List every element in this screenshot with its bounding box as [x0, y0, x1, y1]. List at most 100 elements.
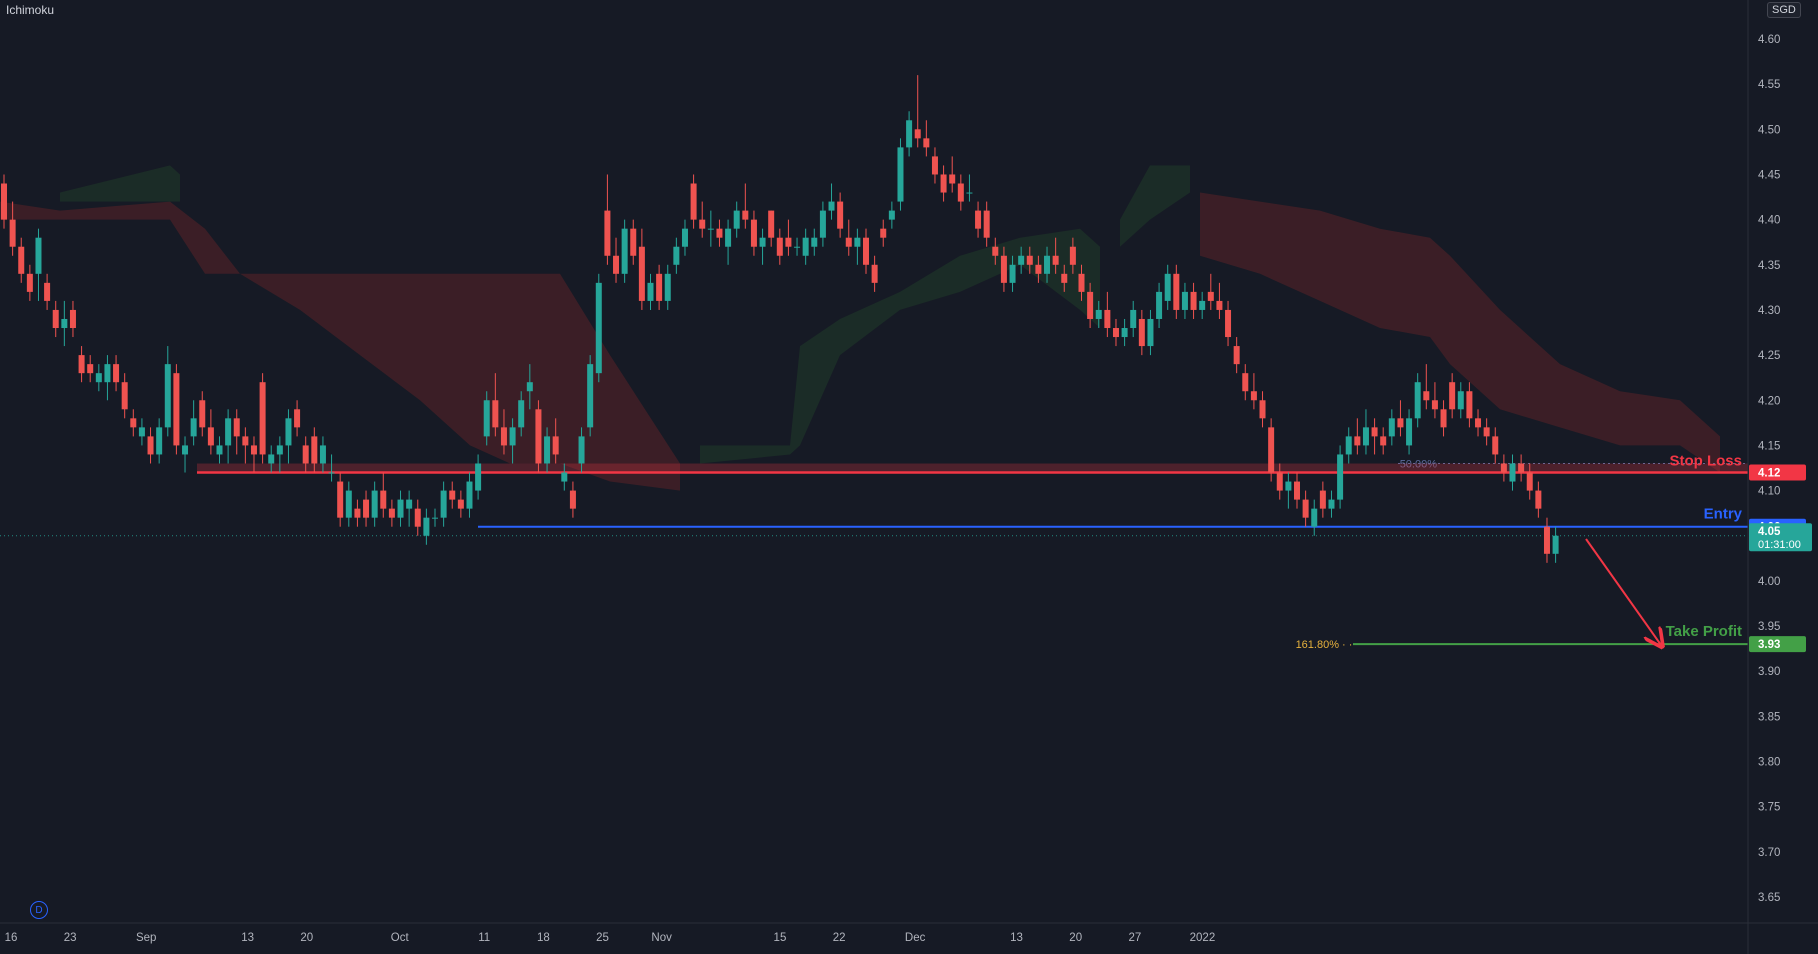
candle-body	[1276, 472, 1283, 491]
candle-body	[544, 436, 551, 464]
candle-body	[1009, 264, 1016, 283]
candle-body	[1000, 255, 1007, 283]
interval-badge[interactable]: D	[30, 901, 48, 919]
candle-body	[837, 201, 844, 229]
x-tick-label: 13	[1010, 932, 1023, 944]
candle-body	[587, 364, 594, 428]
candle-body	[1406, 418, 1413, 446]
take-profit-badge-value: 3.93	[1758, 639, 1780, 651]
candle-body	[268, 454, 275, 464]
candle-body	[199, 400, 206, 428]
candle-body	[664, 273, 671, 301]
candle-body	[638, 246, 645, 301]
candle-body	[1354, 436, 1361, 446]
y-tick-label: 4.00	[1758, 576, 1780, 588]
projection-arrow-line	[1585, 538, 1661, 645]
candle-body	[1388, 418, 1395, 437]
candle-body	[276, 445, 283, 455]
cloud-bull-band	[700, 228, 1100, 464]
candle-body	[1156, 291, 1163, 319]
candle-body	[1492, 436, 1499, 455]
candle-body	[164, 364, 171, 428]
candle-body	[880, 228, 887, 238]
candle-body	[1518, 463, 1525, 473]
fibonacci-levels: 50.00% 161.80% · ·	[1296, 458, 1748, 651]
candle-body	[78, 355, 85, 374]
take-profit-label: Take Profit	[1666, 623, 1742, 640]
indicator-label[interactable]: Ichimoku	[6, 3, 55, 17]
candle-body	[354, 508, 361, 518]
candle-body	[1087, 291, 1094, 319]
candle-body	[1044, 255, 1051, 274]
candle-body	[871, 264, 878, 283]
candle-body	[1259, 400, 1266, 419]
candle-body	[190, 418, 197, 437]
candle-body	[1061, 273, 1068, 283]
y-tick-label: 4.30	[1758, 305, 1780, 317]
candle-body	[1362, 427, 1369, 446]
candle-body	[759, 237, 766, 247]
candle-body	[552, 436, 559, 455]
candle-body	[1035, 264, 1042, 274]
trade-levels[interactable]: Stop Loss Entry Take Profit	[0, 453, 1748, 646]
candle-body	[147, 436, 154, 455]
y-tick-label: 4.45	[1758, 169, 1780, 181]
x-tick-label: 13	[241, 932, 254, 944]
candle-body	[1, 183, 7, 220]
candle-body	[1311, 508, 1318, 527]
candle-body	[414, 508, 421, 527]
current-price-badge-bg	[1749, 523, 1812, 552]
candle-body	[483, 400, 490, 437]
candle-body	[406, 499, 413, 509]
candle-body	[750, 219, 757, 247]
y-tick-label: 4.15	[1758, 440, 1780, 452]
candle-body	[1543, 526, 1550, 554]
candle-body	[432, 517, 438, 519]
candle-body	[630, 228, 637, 256]
candle-body	[794, 246, 801, 248]
candle-body	[1069, 246, 1076, 265]
candle-body	[845, 237, 852, 247]
candle-body	[1380, 436, 1387, 446]
candle-body	[9, 219, 16, 247]
candle-body	[1164, 273, 1171, 301]
candle-body	[121, 382, 128, 410]
candle-body	[95, 373, 102, 383]
currency-badge[interactable]: SGD	[1767, 2, 1801, 18]
candle-body	[1475, 418, 1482, 428]
candle-body	[1242, 373, 1249, 392]
candle-body	[250, 445, 257, 455]
candle-body	[216, 445, 223, 455]
candle-body	[449, 490, 456, 500]
candle-body	[52, 309, 59, 329]
candle-body	[371, 490, 378, 518]
candle-body	[1026, 255, 1033, 265]
candle-body	[233, 418, 240, 437]
candle-body	[500, 427, 507, 446]
projection-arrow	[1585, 538, 1661, 645]
y-tick-label: 3.90	[1758, 666, 1780, 678]
candle-body	[1225, 309, 1232, 338]
y-tick-label: 3.95	[1758, 621, 1780, 633]
candle-body	[733, 210, 740, 229]
y-tick-label: 4.40	[1758, 215, 1780, 227]
candle-body	[87, 364, 94, 374]
candle-body	[707, 228, 714, 230]
x-tick-label: Oct	[391, 932, 410, 944]
current-price-badge-countdown: 01:31:00	[1758, 539, 1801, 551]
candlesticks	[1, 75, 1559, 563]
y-tick-label: 4.35	[1758, 260, 1780, 272]
candle-body	[182, 445, 189, 455]
candle-body	[337, 481, 344, 518]
candle-body	[768, 210, 775, 238]
x-tick-label: 20	[1069, 932, 1082, 944]
candle-body	[1078, 273, 1085, 292]
candle-body	[1302, 499, 1309, 518]
candle-body	[457, 499, 464, 509]
candle-body	[1535, 490, 1542, 509]
stop-loss-badge-value: 4.12	[1758, 468, 1780, 480]
candle-body	[423, 517, 430, 536]
candle-body	[156, 427, 163, 455]
